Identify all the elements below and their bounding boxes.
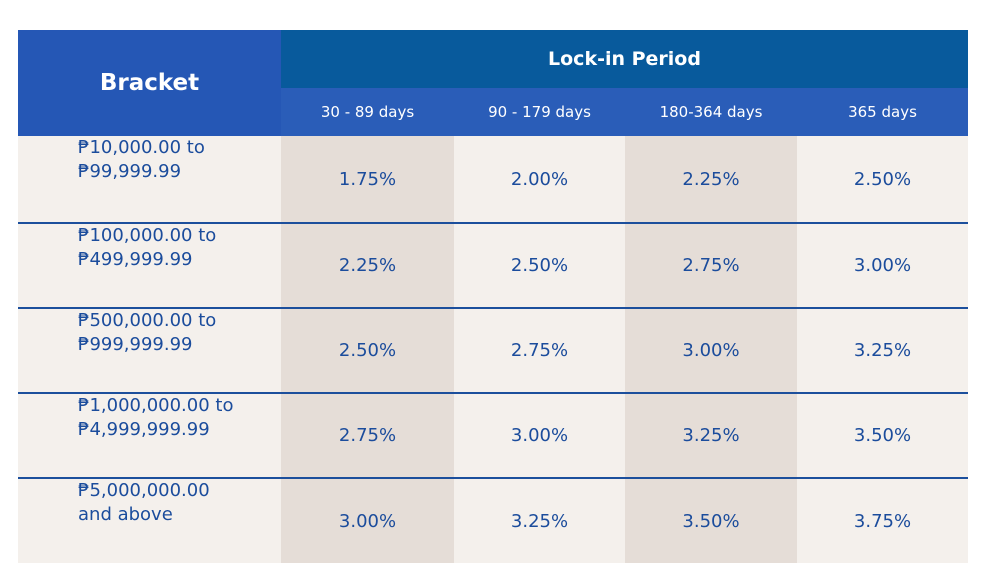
rate-cell: 2.75% [454, 309, 625, 392]
bracket-line: ₱10,000.00 to [78, 137, 205, 158]
rate-cell: 1.75% [281, 136, 454, 222]
bracket-cell: ₱500,000.00 to ₱999,999.99 [18, 309, 281, 392]
bracket-cell: ₱10,000.00 to ₱99,999.99 [18, 136, 281, 222]
rate-cell: 2.00% [454, 136, 625, 222]
bracket-cell: ₱5,000,000.00 and above [18, 479, 281, 563]
period-header: 30 - 89 days [281, 88, 454, 136]
rate-cell: 3.25% [454, 479, 625, 563]
bracket-line: ₱99,999.99 [78, 161, 182, 182]
group-header: Lock-in Period [281, 30, 968, 88]
rate-cell: 3.00% [281, 479, 454, 563]
bracket-line: ₱500,000.00 to [78, 310, 217, 331]
rate-cell: 3.25% [797, 309, 968, 392]
bracket-line: ₱100,000.00 to [78, 225, 217, 246]
bracket-line: ₱5,000,000.00 [78, 480, 210, 501]
rate-cell: 2.75% [281, 394, 454, 477]
row-separator [18, 307, 968, 310]
row-separator [18, 222, 968, 225]
bracket-line: ₱1,000,000.00 to [78, 395, 234, 416]
rate-cell: 2.50% [454, 224, 625, 307]
bracket-line: and above [78, 504, 173, 525]
rate-cell: 2.25% [281, 224, 454, 307]
period-header: 365 days [797, 88, 968, 136]
rate-cell: 3.50% [797, 394, 968, 477]
rate-cell: 3.25% [625, 394, 797, 477]
bracket-line: ₱999,999.99 [78, 334, 193, 355]
rate-cell: 3.00% [454, 394, 625, 477]
bracket-cell: ₱100,000.00 to ₱499,999.99 [18, 224, 281, 307]
bracket-line: ₱4,999,999.99 [78, 419, 210, 440]
rate-cell: 2.50% [281, 309, 454, 392]
rate-cell: 3.75% [797, 479, 968, 563]
bracket-cell: ₱1,000,000.00 to ₱4,999,999.99 [18, 394, 281, 477]
rate-cell: 3.00% [625, 309, 797, 392]
rate-cell: 3.00% [797, 224, 968, 307]
period-header: 90 - 179 days [454, 88, 625, 136]
rate-cell: 3.50% [625, 479, 797, 563]
bracket-header: Bracket [18, 30, 281, 136]
row-separator [18, 477, 968, 480]
bracket-line: ₱499,999.99 [78, 249, 193, 270]
period-header: 180-364 days [625, 88, 797, 136]
rate-cell: 2.75% [625, 224, 797, 307]
rate-cell: 2.50% [797, 136, 968, 222]
row-separator [18, 392, 968, 395]
rate-cell: 2.25% [625, 136, 797, 222]
